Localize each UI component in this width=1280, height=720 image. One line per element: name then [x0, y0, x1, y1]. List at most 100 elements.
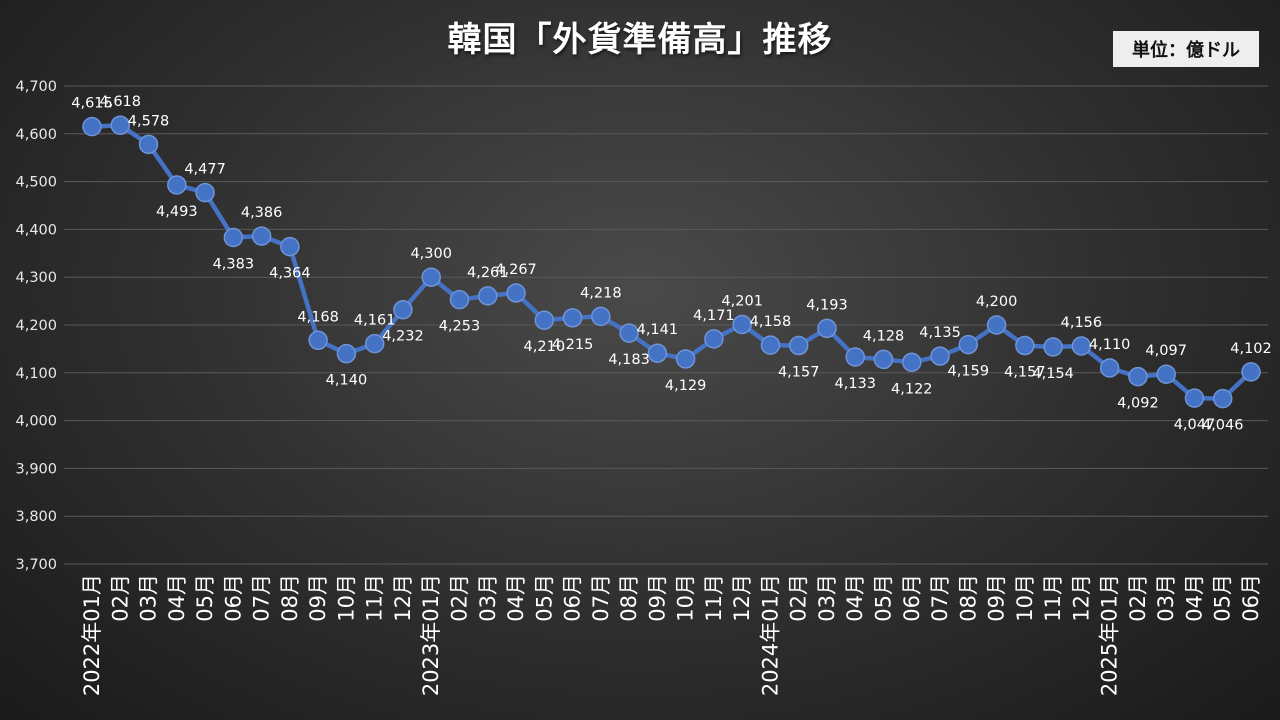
data-point	[364, 333, 385, 354]
y-tick-label: 4,700	[15, 79, 57, 95]
data-label: 4,618	[100, 94, 142, 110]
data-label: 4,141	[637, 322, 679, 338]
data-label: 4,215	[552, 337, 594, 353]
x-tick-label: 03月	[1154, 574, 1178, 622]
y-tick-label: 3,700	[15, 557, 57, 573]
x-tick-label: 06月	[561, 574, 585, 622]
data-point	[1128, 366, 1148, 387]
x-tick-label: 07月	[250, 574, 274, 622]
data-point	[1156, 364, 1176, 384]
x-tick-label: 11月	[1041, 574, 1065, 622]
data-label: 4,477	[184, 162, 226, 178]
data-label: 4,386	[241, 205, 283, 221]
data-label: 4,110	[1089, 337, 1131, 353]
x-tick-label: 09月	[306, 574, 330, 622]
y-tick-label: 4,200	[15, 318, 57, 334]
data-point	[223, 227, 244, 248]
chart-title: 韓国「外貨準備高」推移	[447, 20, 833, 60]
data-point	[251, 226, 272, 246]
data-label: 4,267	[495, 262, 537, 278]
data-point	[195, 182, 215, 203]
data-label: 4,046	[1202, 418, 1244, 434]
data-label: 4,161	[354, 313, 396, 329]
y-tick-label: 4,100	[15, 366, 57, 382]
x-tick-label: 02月	[1126, 574, 1150, 622]
data-label: 4,193	[806, 297, 848, 313]
x-tick-label: 2025年01月	[1098, 574, 1122, 696]
x-tick-label: 04月	[165, 574, 189, 622]
data-point	[817, 318, 837, 339]
data-label: 4,157	[1004, 365, 1046, 381]
x-tick-label: 11月	[363, 574, 387, 622]
data-label: 4,129	[665, 378, 707, 394]
data-point	[280, 236, 300, 257]
x-tick-label: 12月	[1069, 574, 1093, 622]
x-tick-label: 11月	[702, 574, 726, 622]
data-point	[82, 116, 102, 137]
data-point	[506, 283, 526, 303]
x-tick-label: 10月	[674, 574, 698, 622]
data-label: 4,154	[1032, 366, 1074, 382]
gridlines	[64, 85, 1268, 565]
data-point	[393, 299, 413, 320]
data-point	[167, 175, 187, 195]
data-label: 4,218	[580, 285, 622, 301]
x-tick-label: 2024年01月	[758, 574, 782, 696]
x-tick-label: 03月	[137, 574, 161, 622]
x-tick-label: 06月	[221, 574, 245, 622]
data-label: 4,493	[156, 204, 198, 220]
data-point	[760, 335, 781, 355]
data-point	[138, 134, 159, 155]
data-label: 4,300	[410, 246, 452, 262]
data-point	[902, 352, 922, 373]
data-point	[478, 286, 498, 306]
data-point	[704, 329, 724, 349]
data-label: 4,156	[1061, 315, 1103, 331]
unit-label: 単位：億ドル	[1113, 31, 1259, 67]
data-label: 4,364	[269, 266, 311, 282]
x-tick-label: 09月	[645, 574, 669, 622]
data-point	[562, 308, 583, 328]
x-tick-label: 12月	[730, 574, 754, 622]
data-label: 4,122	[891, 381, 933, 397]
data-label: 4,168	[297, 309, 339, 325]
data-label: 4,615	[71, 96, 113, 112]
data-point	[873, 349, 894, 370]
data-label: 4,201	[721, 294, 763, 310]
data-point	[1241, 362, 1261, 382]
data-point	[110, 115, 131, 135]
data-label: 4,157	[778, 365, 820, 381]
data-point	[845, 347, 865, 367]
data-label: 4,102	[1230, 341, 1272, 357]
data-label: 4,200	[976, 294, 1018, 310]
data-label: 4,135	[919, 325, 961, 341]
x-tick-label: 2023年01月	[419, 574, 443, 696]
x-tick-label: 07月	[589, 574, 613, 622]
x-tick-label: 04月	[504, 574, 528, 622]
data-point	[1212, 388, 1233, 409]
data-point	[958, 334, 979, 355]
data-label: 4,171	[693, 308, 735, 324]
data-label: 4,210	[524, 339, 566, 355]
x-tick-label: 02月	[447, 574, 471, 622]
data-point	[619, 323, 639, 343]
x-tick-label: 05月	[532, 574, 556, 622]
data-label: 4,253	[439, 319, 481, 335]
x-tick-label: 02月	[787, 574, 811, 622]
x-tick-label: 03月	[815, 574, 839, 622]
data-point	[421, 267, 441, 287]
data-label: 4,097	[1145, 343, 1187, 359]
data-point	[591, 306, 611, 327]
y-tick-label: 3,800	[15, 509, 57, 525]
data-point	[732, 314, 752, 335]
series-markers	[82, 115, 1261, 409]
data-label: 4,183	[608, 352, 650, 368]
y-tick-label: 4,400	[15, 222, 57, 238]
data-point	[675, 349, 696, 369]
data-label: 4,092	[1117, 396, 1159, 412]
x-tick-label: 08月	[617, 574, 641, 622]
data-label: 4,128	[863, 328, 905, 344]
data-point	[930, 346, 950, 366]
y-tick-label: 3,900	[15, 461, 57, 477]
